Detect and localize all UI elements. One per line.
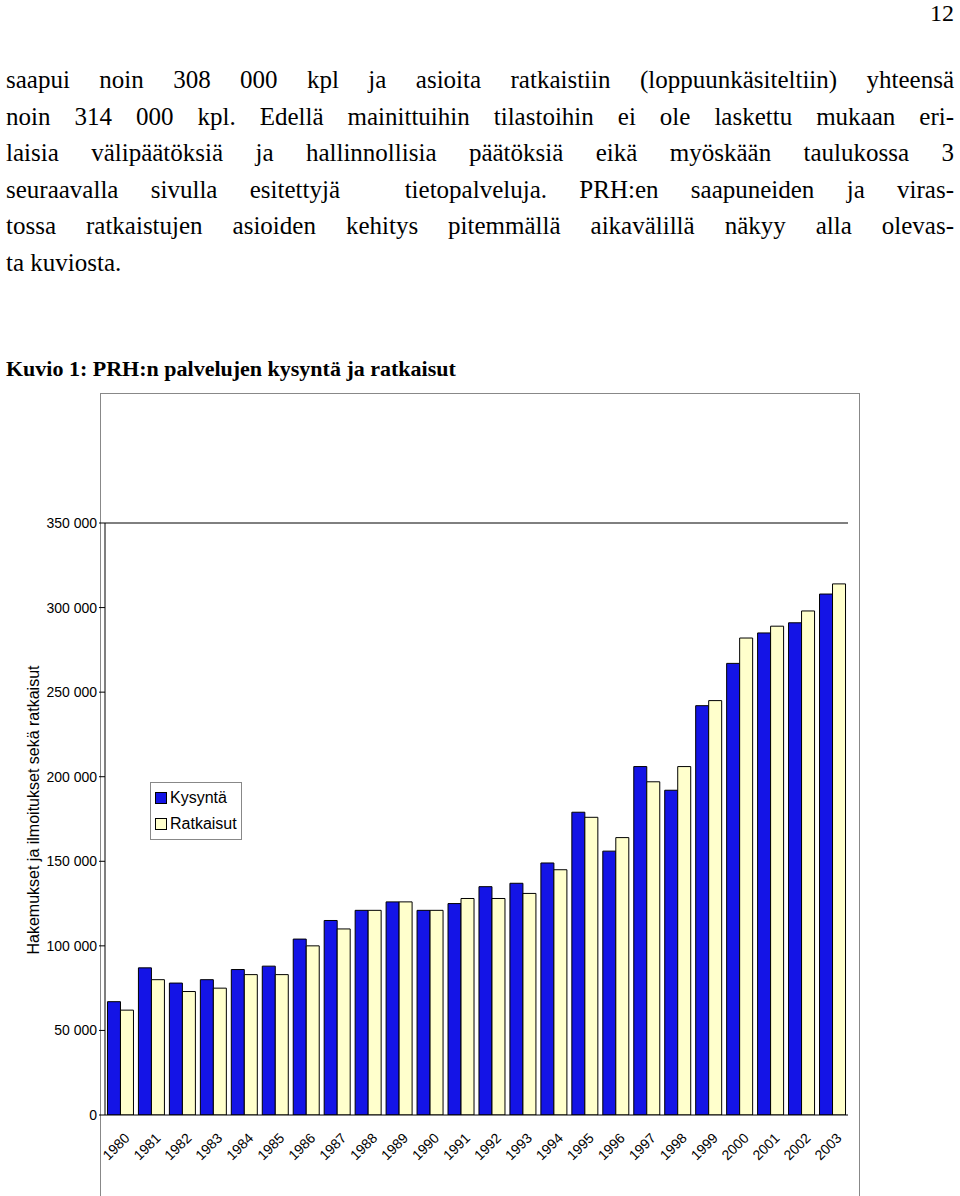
svg-text:1997: 1997: [626, 1130, 659, 1163]
svg-text:300 000: 300 000: [46, 600, 97, 616]
svg-text:1981: 1981: [130, 1130, 163, 1163]
svg-text:1998: 1998: [657, 1130, 690, 1163]
svg-text:2002: 2002: [780, 1130, 813, 1163]
html-text:Kysyntä: Kysyntä: [170, 789, 227, 806]
svg-text:1984: 1984: [223, 1130, 256, 1163]
svg-text:1985: 1985: [254, 1130, 287, 1163]
svg-text:1991: 1991: [440, 1130, 473, 1163]
html-text:tossa ratkaistujen asioiden ke: tossa ratkaistujen asioiden kehitys pite…: [6, 212, 954, 239]
svg-text:2001: 2001: [749, 1130, 782, 1163]
svg-text:1996: 1996: [595, 1130, 628, 1163]
svg-text:350 000: 350 000: [46, 515, 97, 531]
svg-text:1982: 1982: [161, 1130, 194, 1163]
svg-text:50 000: 50 000: [54, 1022, 97, 1038]
svg-text:1989: 1989: [378, 1130, 411, 1163]
svg-text:1983: 1983: [192, 1130, 225, 1163]
svg-text:1993: 1993: [502, 1130, 535, 1163]
html-text:noin 314 000 kpl. Edellä maini: noin 314 000 kpl. Edellä mainittuihin ti…: [6, 102, 954, 130]
html-text:laisia välipäätöksiä ja hallin: laisia välipäätöksiä ja hallinnollisia p…: [6, 139, 954, 166]
html-text:Hakemukset ja ilmoitukset sekä: Hakemukset ja ilmoitukset sekä ratkaisut: [25, 665, 42, 955]
svg-text:2003: 2003: [811, 1130, 844, 1163]
svg-text:1987: 1987: [316, 1130, 349, 1163]
html-text:ta kuviosta.: ta kuviosta.: [6, 248, 122, 276]
html-text:saapui noin 308 000 kpl ja asi: saapui noin 308 000 kpl ja asioita ratka…: [6, 66, 954, 93]
svg-text:1980: 1980: [99, 1130, 132, 1163]
svg-text:1990: 1990: [409, 1130, 442, 1163]
svg-text:2000: 2000: [718, 1130, 751, 1163]
svg-text:200 000: 200 000: [46, 769, 97, 785]
svg-text:1994: 1994: [533, 1130, 566, 1163]
svg-text:0: 0: [89, 1107, 97, 1123]
svg-text:100 000: 100 000: [46, 938, 97, 954]
html-text:12: 12: [930, 0, 954, 26]
html-text:seuraavalla sivulla esitettyjä: seuraavalla sivulla esitettyjä tietopalv…: [6, 175, 954, 203]
svg-text:250 000: 250 000: [46, 684, 97, 700]
svg-text:1988: 1988: [347, 1130, 380, 1163]
svg-text:1995: 1995: [564, 1130, 597, 1163]
svg-text:1992: 1992: [471, 1130, 504, 1163]
html-text:Ratkaisut: Ratkaisut: [170, 815, 237, 832]
html-text:Kuvio 1: PRH:n palvelujen kysy: Kuvio 1: PRH:n palvelujen kysyntä ja rat…: [6, 356, 456, 381]
svg-text:1986: 1986: [285, 1130, 318, 1163]
svg-text:1999: 1999: [687, 1130, 720, 1163]
svg-text:150 000: 150 000: [46, 853, 97, 869]
